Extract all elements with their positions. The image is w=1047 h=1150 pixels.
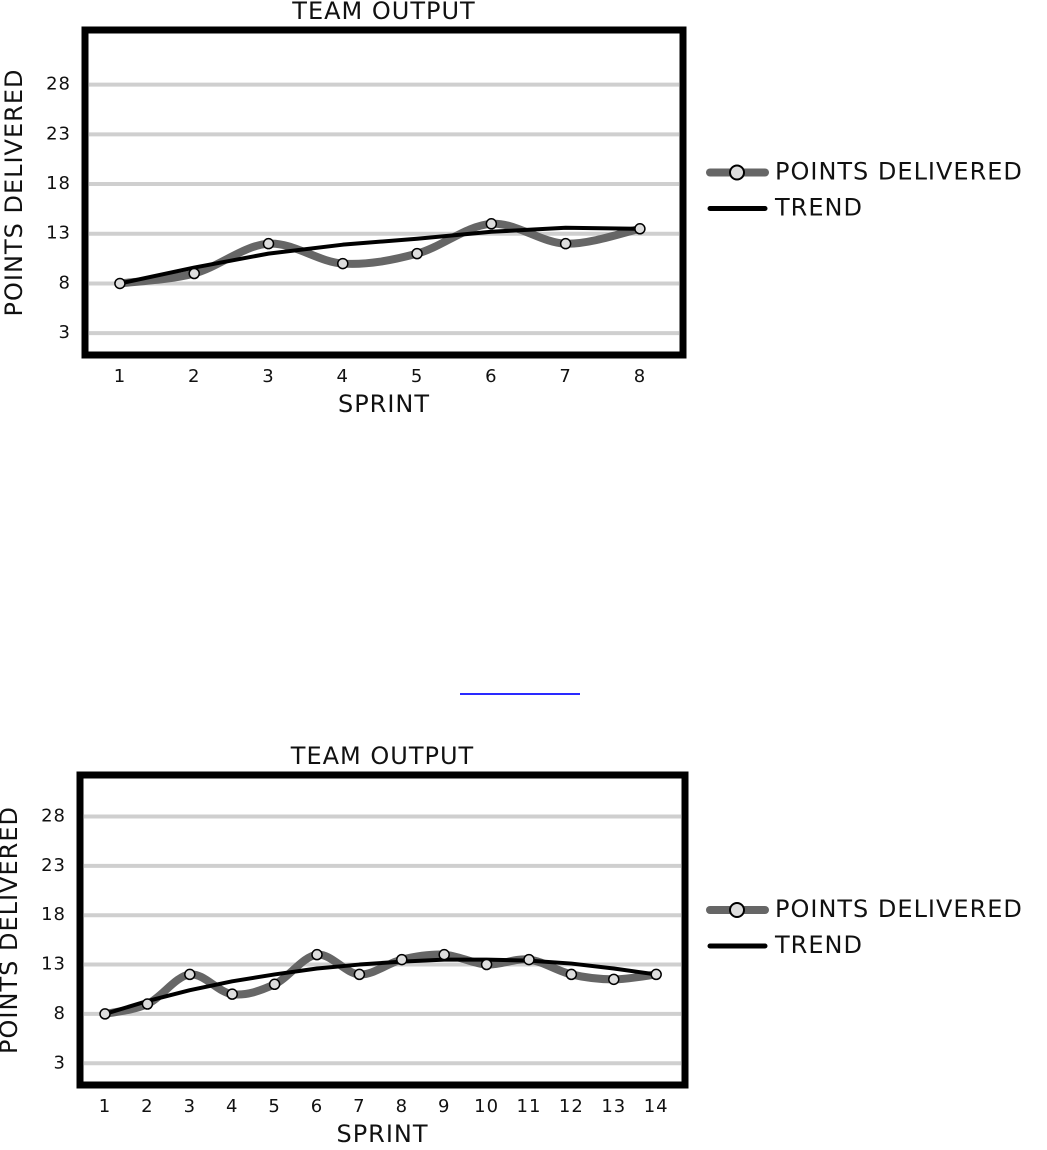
data-point <box>650 968 662 981</box>
series-line <box>115 219 644 288</box>
data-point <box>559 237 572 250</box>
data-point <box>188 267 200 280</box>
x-axis-label: SPRINT <box>338 390 430 418</box>
x-tick-label: 5 <box>411 366 423 387</box>
plot-frame <box>81 26 687 359</box>
x-tick-label: 5 <box>268 1096 280 1117</box>
y-axis-label: POINTS DELIVERED <box>0 69 28 317</box>
data-point <box>396 953 408 966</box>
y-tick-label: 18 <box>46 173 71 194</box>
legend-marker <box>729 902 745 918</box>
x-tick-label: 11 <box>517 1096 542 1117</box>
x-tick-label: 2 <box>141 1096 153 1117</box>
x-tick-label: 4 <box>337 366 349 387</box>
chart-title: TEAM OUTPUT <box>291 0 475 25</box>
x-tick-label: 13 <box>601 1096 626 1117</box>
data-point <box>523 953 535 966</box>
x-tick-label: 8 <box>396 1096 408 1117</box>
y-tick-label: 28 <box>46 74 71 95</box>
data-point <box>411 247 423 260</box>
data-point <box>480 958 493 971</box>
data-point <box>353 968 366 981</box>
x-tick-label: 8 <box>634 366 646 387</box>
x-tick-label: 2 <box>188 366 200 387</box>
x-tick-label: 6 <box>485 366 497 387</box>
x-axis-label: SPRINT <box>336 1120 428 1148</box>
data-point <box>485 218 498 230</box>
data-point <box>608 973 620 986</box>
data-point <box>438 948 450 961</box>
x-tick-label: 12 <box>559 1096 584 1117</box>
data-point <box>141 998 154 1010</box>
legend-label: POINTS DELIVERED <box>775 158 1023 186</box>
series-line <box>103 957 659 1016</box>
x-tick-label: 1 <box>99 1096 111 1117</box>
data-point <box>184 968 196 981</box>
data-point <box>114 277 126 290</box>
x-tick-label: 14 <box>644 1096 669 1117</box>
x-tick-label: 1 <box>114 366 126 387</box>
data-point <box>268 978 281 991</box>
legend-marker <box>729 164 745 181</box>
y-tick-label: 3 <box>54 1052 66 1073</box>
x-tick-label: 7 <box>559 366 571 387</box>
data-point <box>99 1008 111 1020</box>
data-point <box>262 237 275 250</box>
y-tick-label: 8 <box>54 1003 66 1024</box>
data-point <box>226 988 238 1000</box>
data-point <box>311 948 323 961</box>
x-tick-label: 9 <box>438 1096 450 1117</box>
y-tick-label: 13 <box>41 954 66 975</box>
data-point <box>634 223 646 235</box>
y-tick-label: 13 <box>46 223 71 244</box>
plot-frame <box>76 771 689 1089</box>
data-point <box>337 257 349 270</box>
legend-label: TREND <box>774 194 863 222</box>
series-line <box>117 225 642 286</box>
y-tick-label: 8 <box>59 272 71 293</box>
y-tick-label: 23 <box>41 855 66 876</box>
x-tick-label: 10 <box>474 1096 499 1117</box>
x-tick-label: 3 <box>184 1096 196 1117</box>
legend-label: POINTS DELIVERED <box>775 895 1023 923</box>
chart-title: TEAM OUTPUT <box>290 742 474 770</box>
y-tick-label: 18 <box>41 904 66 925</box>
data-point <box>565 968 578 981</box>
legend-label: TREND <box>774 931 863 959</box>
x-tick-label: 6 <box>311 1096 323 1117</box>
x-tick-label: 7 <box>353 1096 365 1117</box>
y-tick-label: 3 <box>59 322 71 343</box>
x-tick-label: 4 <box>226 1096 238 1117</box>
y-tick-label: 23 <box>46 123 71 144</box>
y-axis-label: POINTS DELIVERED <box>0 806 23 1054</box>
y-tick-label: 28 <box>41 805 66 826</box>
x-tick-label: 3 <box>262 366 274 387</box>
